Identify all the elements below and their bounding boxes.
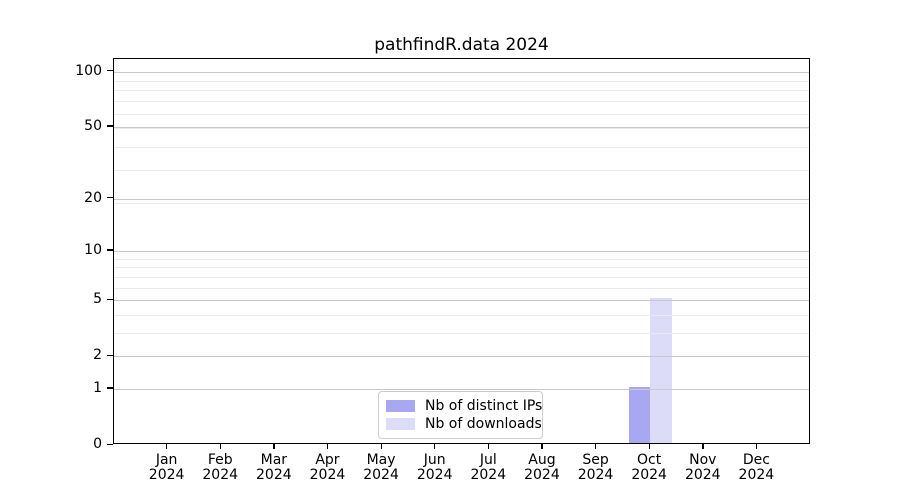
gridline-minor (114, 146, 809, 148)
y-tick-mark (107, 249, 113, 251)
x-tick-mark (166, 444, 168, 449)
y-tick-mark (107, 197, 113, 199)
x-tick-mark (326, 444, 329, 449)
x-tick-mark (380, 444, 382, 449)
gridline-major (114, 71, 809, 73)
x-tick-mark (648, 444, 650, 449)
gridline-minor (114, 276, 809, 278)
x-tick-label: Dec 2024 (724, 453, 788, 483)
x-tick-mark (595, 444, 597, 449)
y-tick-mark (107, 298, 113, 300)
gridline-major (114, 198, 809, 200)
legend-swatch-distinct-ips-icon (386, 400, 415, 412)
x-tick-year: 2024 (256, 467, 292, 483)
gridline-minor (114, 101, 809, 103)
legend-swatch-downloads-icon (386, 418, 415, 430)
x-tick-year: 2024 (363, 467, 399, 483)
x-tick-year: 2024 (470, 467, 507, 483)
y-tick-label: 10 (84, 241, 102, 258)
gridline-major (114, 300, 809, 302)
x-tick-month: Aug (528, 452, 556, 468)
x-tick-mark (702, 444, 704, 449)
x-tick-mark (487, 444, 490, 449)
y-tick-mark (107, 125, 113, 127)
y-tick-label: 20 (84, 189, 102, 206)
x-tick-month: Jun (423, 452, 446, 468)
y-tick-label: 5 (93, 291, 102, 308)
x-tick-month: Apr (315, 452, 340, 468)
y-tick-label: 50 (84, 117, 102, 134)
gridline-minor (114, 113, 809, 115)
gridline-minor (114, 80, 809, 82)
plot-canvas (114, 59, 809, 443)
gridline-minor (114, 314, 809, 316)
x-tick-label: Jul 2024 (456, 453, 520, 483)
gridline-major (114, 250, 809, 252)
gridline-minor (114, 258, 809, 260)
x-tick-month: May (366, 452, 396, 468)
x-tick-year: 2024 (148, 467, 185, 483)
x-tick-year: 2024 (524, 467, 560, 483)
y-tick-label: 100 (75, 62, 102, 79)
x-tick-month: Sep (582, 452, 609, 468)
gridline-minor (114, 169, 809, 171)
chart-title: pathfindR.data 2024 (374, 35, 549, 55)
x-tick-label: Oct 2024 (617, 453, 681, 483)
legend-label-downloads: Nb of downloads (425, 416, 542, 432)
x-tick-year: 2024 (684, 467, 721, 483)
y-tick-mark (107, 70, 113, 72)
x-tick-year: 2024 (416, 467, 453, 483)
gridline-major (114, 126, 809, 128)
legend: Nb of distinct IPs Nb of downloads (378, 391, 543, 439)
x-tick-year: 2024 (631, 467, 667, 483)
x-tick-month: Nov (689, 452, 717, 468)
plot-area: Nb of distinct IPs Nb of downloads (113, 58, 810, 444)
y-tick-mark (107, 387, 113, 389)
legend-label-distinct-ips: Nb of distinct IPs (425, 398, 543, 414)
x-tick-label: Aug 2024 (510, 453, 574, 483)
x-tick-month: Jan (155, 452, 178, 468)
x-tick-label: Sep 2024 (564, 453, 628, 483)
gridline-minor (114, 267, 809, 269)
legend-item-distinct-ips: Nb of distinct IPs (386, 398, 542, 414)
gridline-minor (114, 202, 809, 204)
x-tick-year: 2024 (309, 467, 346, 483)
x-tick-label: Feb 2024 (188, 453, 252, 483)
x-tick-label: May 2024 (349, 453, 413, 483)
x-tick-mark (755, 444, 758, 449)
x-tick-mark (219, 444, 222, 449)
x-tick-label: Jun 2024 (403, 453, 467, 483)
gridline-minor (114, 90, 809, 92)
legend-item-downloads: Nb of downloads (386, 416, 542, 432)
x-tick-label: Mar 2024 (242, 453, 306, 483)
x-tick-year: 2024 (738, 467, 775, 483)
x-tick-year: 2024 (577, 467, 614, 483)
y-tick-label: 0 (93, 436, 102, 452)
gridline-major (114, 388, 809, 390)
x-tick-month: Dec (742, 452, 770, 468)
gridline-major (114, 356, 809, 358)
x-tick-label: Jan 2024 (135, 453, 199, 483)
gridline-minor (114, 332, 809, 334)
x-tick-month: Oct (637, 452, 662, 468)
y-tick-label: 1 (93, 379, 102, 396)
x-tick-label: Nov 2024 (671, 453, 735, 483)
gridline-minor (114, 128, 809, 130)
y-tick-mark (107, 443, 113, 445)
x-tick-year: 2024 (202, 467, 239, 483)
x-tick-mark (434, 444, 436, 449)
x-tick-mark (273, 444, 275, 449)
x-tick-month: Jul (479, 452, 497, 468)
y-tick-mark (107, 354, 113, 356)
bar-downloads (650, 298, 672, 443)
gridline-minor (114, 287, 809, 289)
y-tick-label: 2 (93, 347, 102, 364)
x-tick-month: Feb (207, 452, 233, 468)
bar-distinct-ips (628, 386, 651, 443)
x-tick-mark (541, 444, 543, 449)
x-tick-label: Apr 2024 (295, 453, 359, 483)
x-tick-month: Mar (260, 452, 288, 468)
